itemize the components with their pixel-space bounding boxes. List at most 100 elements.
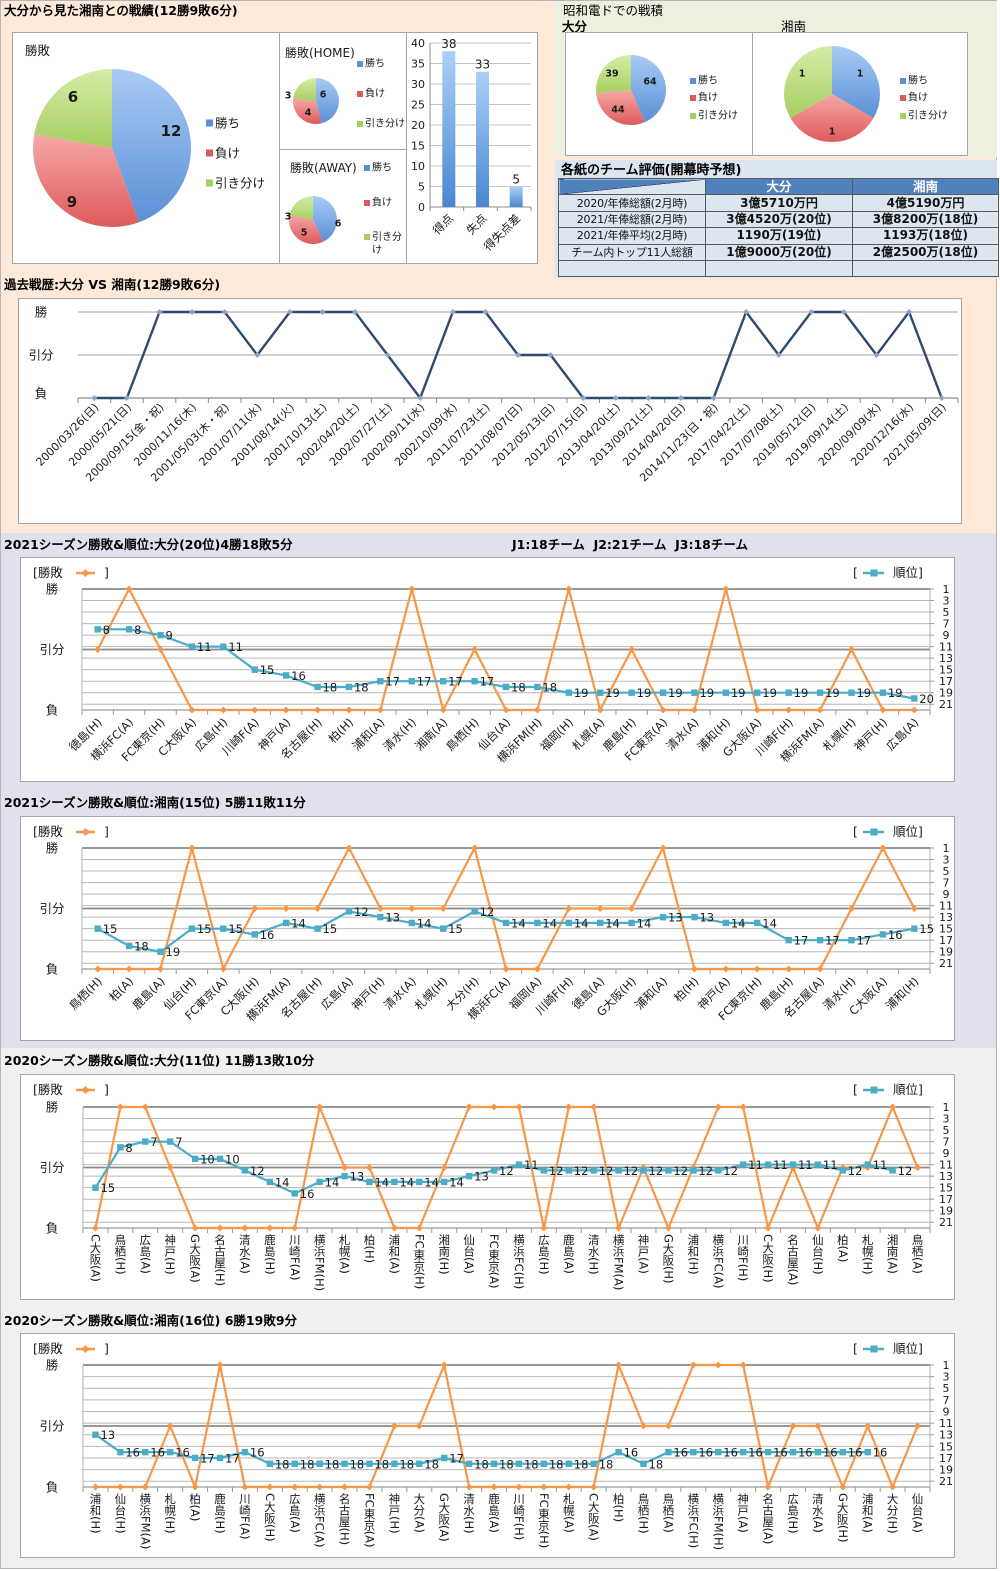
right-axis-label: 17 xyxy=(939,1452,953,1465)
x-axis-category-label: FC東京(A) xyxy=(362,1493,376,1548)
right-axis-label: 17 xyxy=(939,934,953,947)
result-marker xyxy=(439,706,447,714)
rank-data-label: 14 xyxy=(275,1175,290,1189)
result-marker xyxy=(266,1224,274,1232)
right-axis-label: 17 xyxy=(939,675,953,688)
result-marker xyxy=(465,1103,473,1111)
result-marker xyxy=(785,965,793,973)
result-marker xyxy=(365,1164,373,1171)
x-axis-category-label: 失点 xyxy=(463,211,489,237)
rank-data-label: 18 xyxy=(350,1457,365,1471)
right-axis-label: 11 xyxy=(939,1159,953,1172)
bar-data-label: 5 xyxy=(512,173,520,187)
result-marker xyxy=(188,706,196,714)
rank-marker xyxy=(814,1161,822,1168)
result-marker xyxy=(739,1361,747,1369)
rank-data-label: 7 xyxy=(175,1135,182,1149)
right-axis-label: 7 xyxy=(943,1394,950,1407)
rank-marker xyxy=(266,1460,274,1467)
rank-marker xyxy=(540,1167,548,1174)
legend-bracket: [ xyxy=(853,824,858,839)
rank-marker xyxy=(839,1167,847,1174)
result-marker xyxy=(166,1422,174,1430)
rank-data-label: 12 xyxy=(673,1164,688,1178)
venue-oita-label: 大分 xyxy=(562,19,588,34)
legend-label-draw: 引き分け xyxy=(698,110,738,122)
history-marker xyxy=(873,352,880,358)
x-axis-category-label: 川崎F(H) xyxy=(736,1234,750,1281)
history-marker xyxy=(840,309,847,315)
x-axis-category-label: 柏(H) xyxy=(612,1492,626,1522)
history-marker xyxy=(319,309,326,315)
rank-data-label: 16 xyxy=(823,1446,838,1460)
result-marker xyxy=(879,706,887,714)
legend-result: [勝敗] xyxy=(33,1082,109,1097)
rank-marker xyxy=(377,677,384,685)
rank-data-label: 18 xyxy=(275,1457,290,1471)
result-marker xyxy=(628,905,636,912)
x-axis-category-label: 湘南(A) xyxy=(412,715,450,753)
rank-marker xyxy=(471,908,478,915)
x-axis-category-label: 鳥栖(H) xyxy=(113,1233,127,1275)
right-axis-label: 1 xyxy=(943,1359,950,1372)
x-axis-category-label: 札幌(A) xyxy=(338,1234,352,1274)
legend-swatch-win xyxy=(206,119,213,127)
result-marker xyxy=(291,1224,299,1232)
rank-data-label: 20 xyxy=(919,692,934,706)
right-axis-label: 7 xyxy=(943,1136,950,1149)
result-marker xyxy=(590,1103,598,1111)
x-axis-category-label: 福岡(H) xyxy=(537,715,576,754)
rank-data-label: 14 xyxy=(417,916,432,930)
x-axis-category-label: 大分(H) xyxy=(886,1492,900,1534)
rank-marker xyxy=(216,1454,224,1462)
rank-data-label: 19 xyxy=(574,686,589,700)
legend-result-marker xyxy=(81,569,90,577)
rank-marker xyxy=(911,695,918,702)
result-marker xyxy=(785,706,793,714)
rank-marker xyxy=(911,925,918,932)
table-row: 2021/年俸平均(2月時) 1190万(19位) 1193万(18位) xyxy=(558,227,999,245)
history-marker xyxy=(189,309,196,315)
table-header-row: 大分 湘南 xyxy=(558,177,999,196)
right-axis-label: 15 xyxy=(939,664,953,677)
bar-data-label: 38 xyxy=(441,37,456,51)
result-marker xyxy=(316,1103,324,1111)
x-axis-category-label: C大阪(H) xyxy=(263,1493,277,1542)
rank-marker xyxy=(241,1167,249,1174)
rank-data-label: 15 xyxy=(197,922,212,936)
legend-swatch-loss xyxy=(690,95,696,101)
rank-marker xyxy=(266,1178,274,1186)
left-axis-label: 負 xyxy=(46,1221,59,1236)
result-marker xyxy=(376,706,384,714)
x-axis-category-label: 清水(H) xyxy=(380,715,419,754)
right-axis-label: 21 xyxy=(939,1475,953,1488)
rank-data-label: 13 xyxy=(100,1428,115,1442)
x-axis-category-label: 名古屋(H) xyxy=(338,1492,352,1545)
result-marker xyxy=(91,1483,99,1491)
result-marker xyxy=(847,905,855,912)
x-axis-category-label: 浦和(A) xyxy=(632,974,670,1012)
y-axis-label: 引分 xyxy=(28,348,53,363)
result-series-line xyxy=(94,1105,919,1230)
legend-label-line: け xyxy=(372,244,382,256)
rank-marker xyxy=(94,925,101,932)
x-axis-category-label: 名古屋(A) xyxy=(786,1233,800,1285)
legend-result-label: [勝敗 xyxy=(33,1082,63,1097)
rank-marker xyxy=(715,1448,722,1456)
result-marker xyxy=(471,844,479,852)
result-marker xyxy=(376,905,384,912)
right-axis-label: 5 xyxy=(943,1124,950,1137)
rank-marker xyxy=(565,1460,572,1467)
result-marker xyxy=(689,1361,697,1369)
rank-data-label: 14 xyxy=(605,916,620,930)
result-marker xyxy=(440,1164,448,1171)
result-marker xyxy=(219,706,227,714)
rank-marker xyxy=(416,1178,423,1186)
rank-marker xyxy=(879,931,887,938)
pie-slice-draw xyxy=(293,78,316,101)
rank-marker xyxy=(345,683,353,691)
rank-marker xyxy=(341,1172,348,1180)
rank-marker xyxy=(565,689,573,696)
